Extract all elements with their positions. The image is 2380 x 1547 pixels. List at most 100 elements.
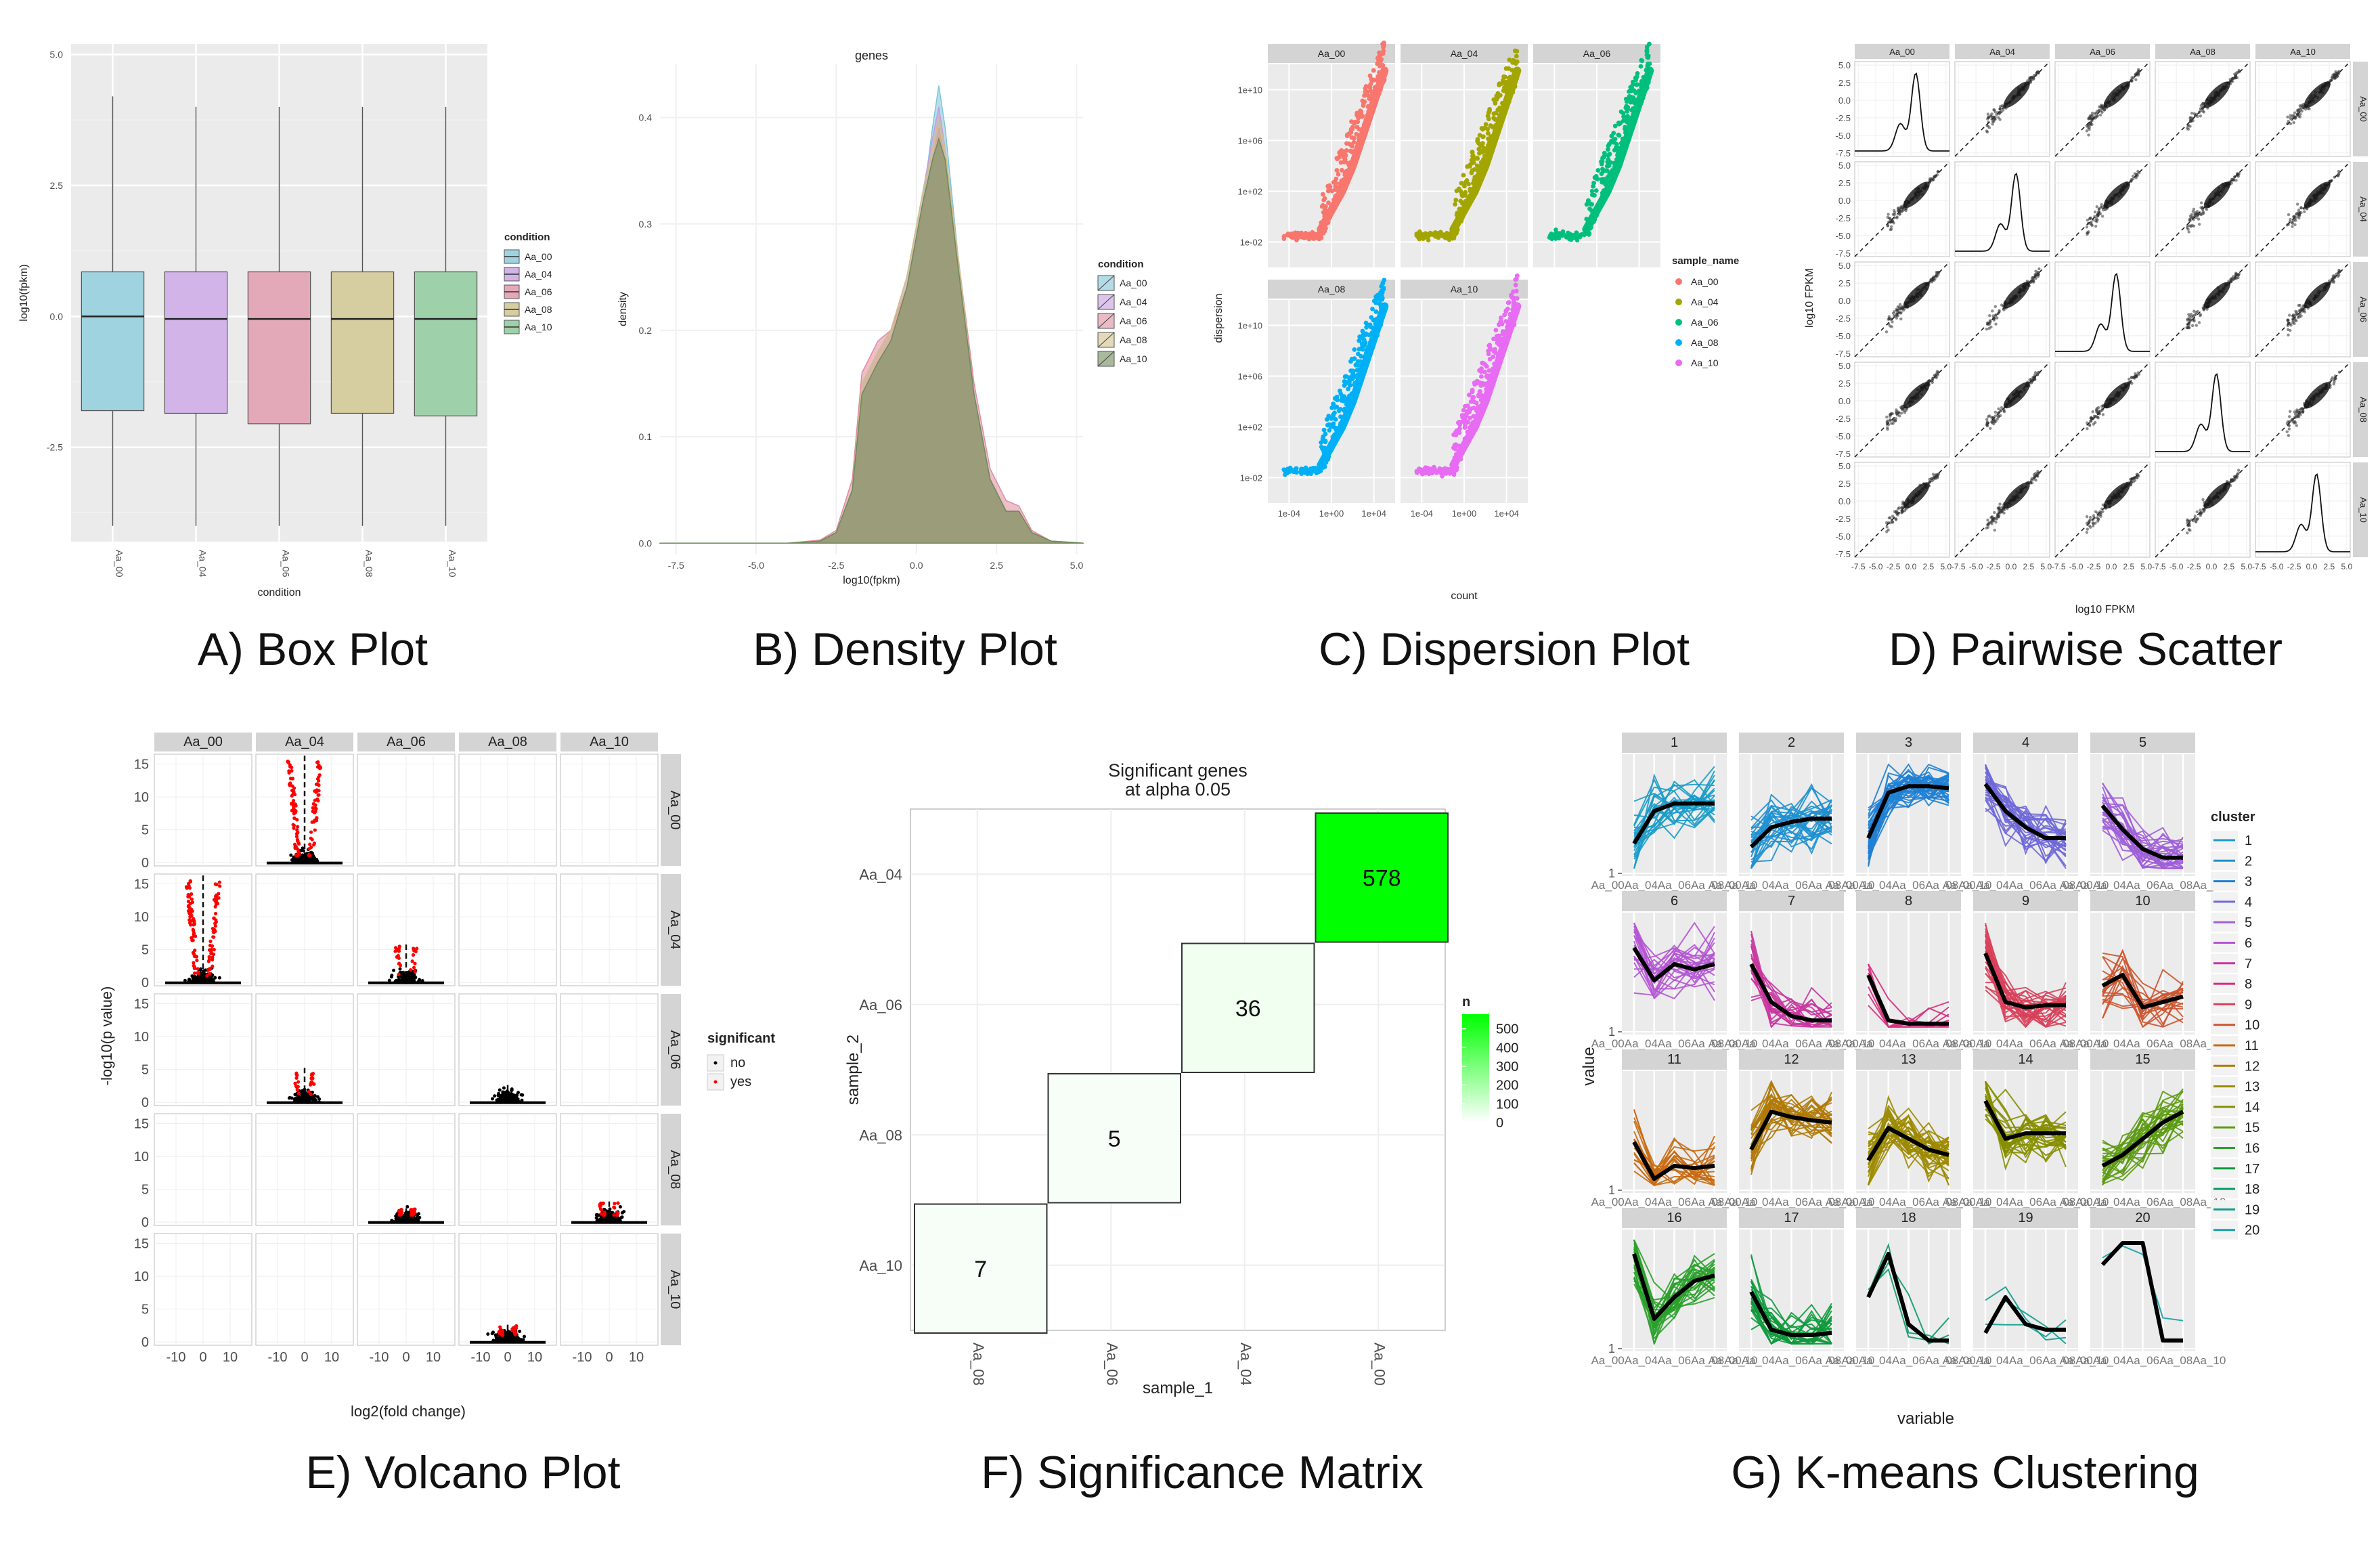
point [1476,147,1481,152]
point [1304,466,1308,470]
y-tick-label: -5.0 [1836,531,1851,542]
legend-label: Aa_10 [525,322,552,332]
point [1350,368,1355,373]
point [2330,278,2333,281]
x-tick-label: 0.0 [1905,562,1917,571]
x-tick-label: Aa_00 [114,550,125,578]
y-tick-label: 0.4 [639,112,653,123]
y-tick-label: 0.0 [50,311,64,322]
point [2130,79,2133,81]
point [1336,172,1341,177]
point [1610,138,1615,143]
point [2299,206,2302,209]
point [1354,113,1359,118]
point [2201,498,2204,501]
point [2096,215,2099,217]
point [1495,341,1500,345]
point [1987,415,1989,418]
point-yes [296,839,299,842]
point [2089,516,2092,519]
y-tick-label: 2.5 [1838,479,1851,489]
point [1895,217,1898,219]
point [1887,521,1890,524]
point-yes [309,830,313,833]
point [1998,515,2000,518]
point [2092,219,2094,221]
point [2100,507,2103,510]
point-no [218,976,221,980]
point [1419,236,1424,240]
point [1899,311,1902,313]
point [2138,171,2140,174]
point [1594,174,1599,179]
point [2297,217,2300,219]
x-tick-label: Aa_10 [447,550,458,578]
y-tick-label: 1e-02 [1240,238,1262,248]
y-tick-label: -2.5 [47,442,63,453]
legend-label: Aa_08 [525,304,552,315]
point [1986,519,1989,521]
x-tick-label: Aa_08 [364,550,375,578]
y-tick-label: 15 [134,758,149,772]
point [2133,375,2136,378]
point [2288,420,2291,423]
legend-label: Aa_06 [1691,317,1719,328]
point [2200,104,2203,107]
point [2087,230,2090,233]
point [1440,473,1445,477]
point [1327,422,1331,427]
point [2090,114,2092,117]
point [1331,412,1336,417]
facet-panel [1955,162,2050,257]
point-no [213,976,217,980]
point [1319,440,1323,445]
point [2292,316,2295,319]
point [1440,234,1444,238]
point [1989,114,1992,117]
point [2090,123,2092,125]
point [1895,317,1898,320]
y-tick-label: 0.0 [1838,196,1851,206]
y-tick-label: 1e+06 [1237,136,1262,146]
point [1512,297,1516,301]
point [1609,133,1614,138]
facet-label: Aa_08 [667,1150,682,1190]
point [1627,89,1631,94]
point-yes [317,779,320,783]
x-axis-label: log10 FPKM [2075,604,2135,615]
point [1453,198,1458,202]
y-tick-label: 1e+10 [1237,321,1262,331]
point [1893,310,1895,313]
point [2301,410,2304,413]
point [1894,419,1897,422]
point [2199,508,2201,511]
point [2293,322,2295,325]
point [1899,318,1902,320]
point [2086,427,2088,430]
facet-label: Aa_06 [2358,297,2368,322]
point [1993,529,1996,531]
point [1898,211,1901,213]
point [2293,215,2295,218]
legend-title: sample_name [1672,255,1739,267]
point [1475,379,1480,384]
point-no [301,846,305,850]
facet-label: Aa_04 [285,735,324,749]
point [1899,303,1901,306]
point [1570,235,1574,239]
point [2291,222,2294,225]
point [2092,522,2094,525]
point [1347,131,1352,135]
point [1992,517,1995,520]
x-tick-label: 0.0 [2306,562,2318,571]
point-yes [297,851,301,854]
point [1472,156,1477,161]
point [1887,213,1889,215]
point [1514,54,1519,59]
point [1624,104,1629,108]
point [1486,343,1491,348]
point [2132,480,2135,483]
point [2093,215,2096,217]
point [2089,420,2092,422]
